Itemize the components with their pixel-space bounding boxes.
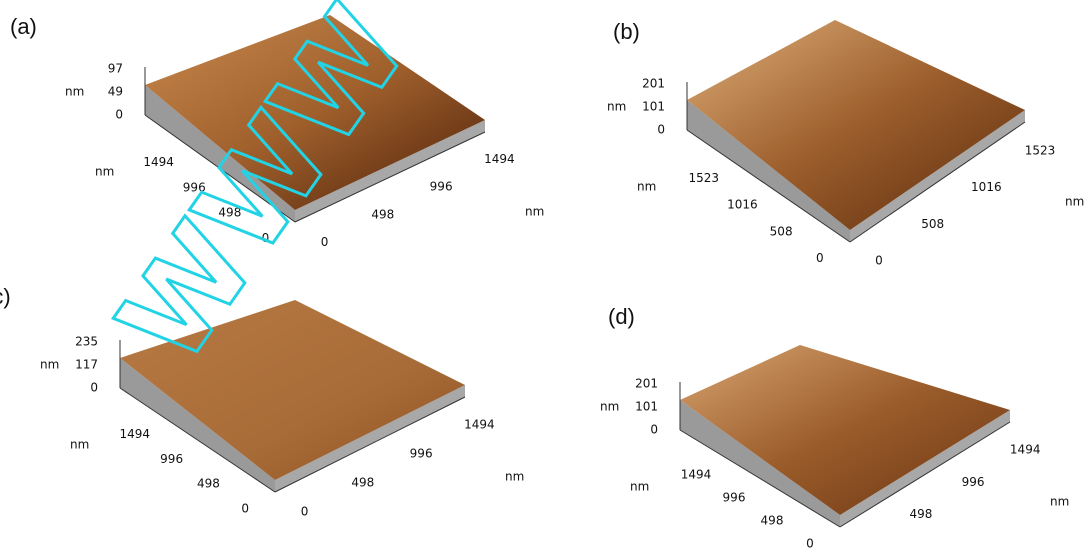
left-tick-label: 1523	[688, 171, 719, 185]
right-unit: nm	[1050, 495, 1069, 509]
z-tick-label: 97	[108, 62, 123, 76]
left-tick-label: 0	[806, 537, 814, 551]
afm-panel: (c) 235 117 0 nm 1494 996 498 0 nm 0 498 996 1494 nm	[0, 284, 524, 519]
left-tick-label: 1494	[681, 468, 712, 482]
panel-label: (c)	[0, 284, 11, 309]
z-unit: nm	[65, 85, 84, 99]
left-tick-label: 498	[197, 477, 220, 491]
left-tick-label: 508	[770, 224, 793, 238]
z-tick-label: 235	[75, 335, 98, 349]
panel-label: (a)	[10, 14, 37, 39]
surface	[680, 345, 1010, 515]
right-tick-label: 0	[321, 235, 329, 249]
right-tick-label: 1523	[1025, 143, 1056, 157]
right-unit: nm	[505, 470, 524, 484]
z-tick-label: 101	[642, 100, 665, 114]
left-tick-label: 498	[761, 514, 784, 528]
right-tick-label: 0	[875, 254, 883, 268]
z-tick-label: 101	[635, 400, 658, 414]
right-tick-label: 996	[430, 180, 453, 194]
left-tick-label: 0	[241, 501, 249, 515]
right-tick-label: 498	[371, 207, 394, 221]
z-tick-label: 0	[115, 108, 123, 122]
left-unit: nm	[70, 438, 89, 452]
z-tick-label: 0	[657, 123, 665, 137]
right-tick-label: 996	[962, 475, 985, 489]
right-unit: nm	[1065, 195, 1084, 209]
left-tick-label: 0	[816, 251, 824, 265]
right-tick-label: 1494	[484, 152, 515, 166]
afm-panel: (b) 201 101 0 nm 1523 1016 508 0 nm 0 508 1016 1523 nm	[607, 19, 1084, 268]
z-tick-label: 0	[650, 423, 658, 437]
left-tick-label: 996	[723, 491, 746, 505]
right-tick-label: 996	[410, 446, 433, 460]
left-tick-label: 1494	[120, 427, 151, 441]
z-tick-label: 0	[90, 381, 98, 395]
z-tick-label: 117	[75, 358, 98, 372]
right-tick-label: 0	[301, 505, 309, 519]
panel-label: (d)	[608, 304, 635, 329]
z-tick-label: 201	[635, 377, 658, 391]
right-tick-label: 1494	[1010, 443, 1041, 457]
right-tick-label: 1494	[464, 417, 495, 431]
right-tick-label: 508	[921, 217, 944, 231]
z-unit: nm	[40, 358, 59, 372]
right-unit: nm	[525, 205, 544, 219]
afm-panel: (d) 201 101 0 nm 1494 996 498 0 nm 498 996 1494 nm	[600, 304, 1069, 551]
right-tick-label: 498	[909, 507, 932, 521]
figure: (a) 97 49 0 nm 1494 996 498 0 nm 0 498 996 1494 nm (b) 2…	[0, 0, 1092, 554]
right-tick-label: 1016	[971, 180, 1002, 194]
z-tick-label: 201	[642, 77, 665, 91]
left-tick-label: 996	[160, 452, 183, 466]
panel-label: (b)	[613, 19, 640, 44]
left-tick-label: 1494	[143, 155, 174, 169]
left-tick-label: 1016	[727, 198, 758, 212]
left-unit: nm	[637, 180, 656, 194]
left-unit: nm	[95, 165, 114, 179]
z-unit: nm	[607, 100, 626, 114]
z-unit: nm	[600, 400, 619, 414]
left-unit: nm	[630, 480, 649, 494]
z-tick-label: 49	[108, 85, 123, 99]
right-tick-label: 498	[351, 476, 374, 490]
